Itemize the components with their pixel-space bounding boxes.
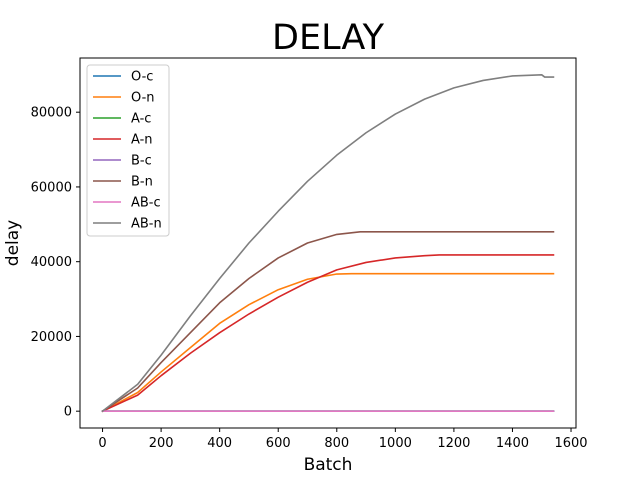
y-axis-title: delay <box>3 220 23 266</box>
y-tick-label: 40000 <box>31 255 72 270</box>
legend-label-a-n: A-n <box>131 133 153 148</box>
y-tick-label: 0 <box>64 405 72 420</box>
legend-label-ab-c: AB-c <box>131 196 161 211</box>
x-tick-label: 1400 <box>496 436 529 451</box>
series-line-b-n <box>101 230 555 413</box>
legend-label-o-n: O-n <box>131 91 155 106</box>
series-line-o-n <box>101 272 555 413</box>
series-line-ab-n <box>101 74 555 413</box>
x-tick-label: 600 <box>266 436 291 451</box>
x-tick-label: 400 <box>207 436 232 451</box>
legend-box <box>86 64 170 237</box>
legend-label-b-c: B-c <box>131 154 152 169</box>
x-axis: 0 200 400 600 800 1000 1200 1400 1600 <box>98 428 588 451</box>
x-axis-title: Batch <box>304 455 353 475</box>
legend-label-b-n: B-n <box>131 175 153 190</box>
y-tick-label: 20000 <box>31 330 72 345</box>
x-tick-label: 1000 <box>379 436 412 451</box>
series-layer <box>101 74 555 413</box>
x-tick-label: 1600 <box>554 436 587 451</box>
y-tick-label: 80000 <box>31 106 72 121</box>
x-tick-label: 1200 <box>437 436 470 451</box>
plot-frame <box>79 57 577 429</box>
x-tick-label: 0 <box>98 436 106 451</box>
legend: O-c O-n A-c A-n B-c B-n AB-c AB-n <box>86 64 170 237</box>
x-tick-label: 800 <box>324 436 349 451</box>
chart-title: DELAY <box>272 18 385 58</box>
legend-label-a-c: A-c <box>131 112 151 127</box>
legend-label-o-c: O-c <box>131 70 153 85</box>
legend-label-ab-n: AB-n <box>131 217 162 232</box>
y-tick-label: 60000 <box>31 180 72 195</box>
x-tick-label: 200 <box>149 436 174 451</box>
y-axis: 0 20000 40000 60000 80000 <box>31 106 80 420</box>
series-line-a-n <box>101 254 555 413</box>
